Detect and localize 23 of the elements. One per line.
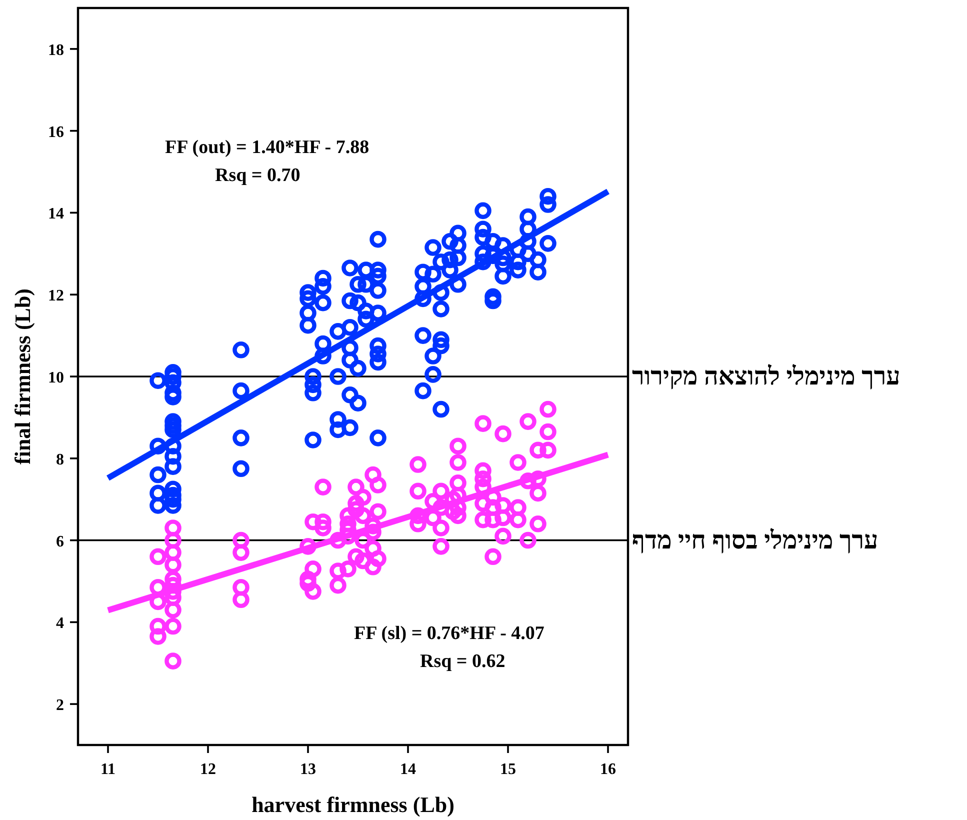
annotation: Rsq = 0.62 [420,651,506,672]
ref-line-label: ערך מינימלי בסוף חיי מדף [632,527,878,554]
y-tick-label: 18 [48,42,64,59]
ref-line-label: ערך מינימלי להוצאה מקירור [632,364,900,390]
annotation: FF (out) = 1.40*HF - 7.88 [165,137,370,158]
y-tick-label: 14 [48,206,64,223]
y-tick-label: 16 [48,124,64,141]
y-tick-label: 8 [56,451,64,468]
y-tick-label: 6 [56,533,64,550]
y-tick-label: 2 [56,697,64,714]
x-tick-label: 13 [300,761,316,778]
x-tick-label: 16 [600,761,616,778]
y-tick-label: 10 [48,370,64,386]
y-tick-label: 4 [56,615,64,632]
annotation: Rsq = 0.70 [215,165,300,186]
x-tick-label: 15 [500,761,516,778]
x-axis-title: harvest firmness (Lb) [252,792,454,817]
x-tick-label: 12 [200,761,216,778]
x-tick-label: 14 [400,761,416,778]
annotation: FF (sl) = 0.76*HF - 4.07 [354,623,545,644]
y-axis-title: final firmness (Lb) [10,288,35,464]
y-tick-label: 12 [48,288,64,305]
x-tick-label: 11 [100,761,116,778]
